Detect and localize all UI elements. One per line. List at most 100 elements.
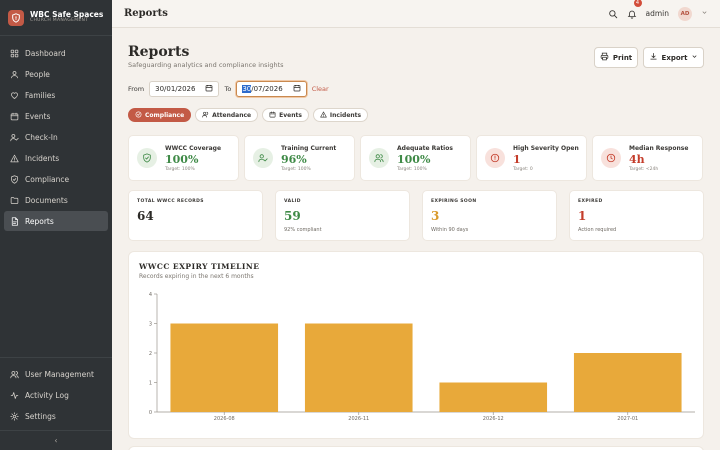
kpi-body: Adequate Ratios 100% Target: 100% [397, 145, 453, 172]
export-label: Export [661, 53, 688, 62]
user-name[interactable]: admin [645, 9, 670, 18]
stat-value: 1 [578, 209, 587, 223]
tab-events[interactable]: Events [262, 108, 309, 122]
shield-logo-icon [8, 9, 24, 26]
kpi-label: High Severity Open [513, 144, 579, 152]
kpi-card-adequate-ratios: Adequate Ratios 100% Target: 100% [360, 135, 471, 181]
from-date-input[interactable]: 30/01/2026 [149, 81, 220, 97]
kpi-target: Target: 100% [397, 166, 427, 172]
notifications-button[interactable]: 4 [627, 0, 642, 23]
export-button[interactable]: Export [643, 47, 704, 68]
stat-card-expired: Expired 1 Action required [569, 190, 704, 241]
sidebar-item-label: Check-In [25, 132, 58, 142]
sidebar-item-check-in[interactable]: Check-In [4, 127, 108, 147]
kpi-card-training-current: Training Current 96% Target: 100% [244, 135, 355, 181]
page-title: Reports [128, 44, 190, 60]
stat-card-valid: Valid 59 92% compliant [275, 190, 410, 241]
kpi-label: Median Response [629, 144, 689, 152]
sidebar-item-label: Settings [25, 411, 56, 421]
stat-value: 59 [284, 209, 301, 223]
activity-icon [10, 391, 19, 400]
stat-card-expiring-soon: Expiring Soon 3 Within 90 days [422, 190, 557, 241]
calendar-icon [10, 112, 19, 121]
bell-icon [627, 4, 637, 23]
kpi-value: 96% [281, 152, 307, 166]
sidebar-item-settings[interactable]: Settings [4, 406, 108, 426]
chevron-down-icon[interactable] [701, 9, 708, 18]
clock-icon [601, 148, 621, 168]
avatar[interactable]: AD [678, 6, 692, 21]
sidebar-item-reports[interactable]: Reports [4, 211, 108, 231]
event-icon [269, 111, 276, 120]
sidebar-item-label: User Management [25, 369, 94, 379]
stat-label: Total WWCC Records [137, 199, 204, 204]
stat-card-total-wwcc-records: Total WWCC Records 64 [128, 190, 263, 241]
sidebar-item-label: Reports [25, 216, 54, 226]
wwcc-stats-row: Total WWCC Records 64 Valid 59 92% compliant… [128, 190, 704, 241]
calendar-icon[interactable] [293, 84, 301, 94]
bar-2026-08 [170, 323, 279, 412]
kpi-label: WWCC Coverage [165, 144, 222, 152]
report-tabs: Compliance Attendance Events Incidents [128, 108, 369, 122]
sidebar-item-families[interactable]: Families [4, 85, 108, 105]
tab-compliance[interactable]: Compliance [128, 108, 192, 122]
shield-check-icon [137, 148, 157, 168]
kpi-value: 100% [397, 152, 431, 166]
kpi-target: Target: <24h [629, 166, 659, 172]
sidebar-item-label: Dashboard [25, 48, 66, 58]
kpi-target: Target: 100% [281, 166, 311, 172]
clear-dates-link[interactable]: Clear [311, 85, 329, 93]
from-date-value: 30/01/2026 [155, 85, 196, 93]
chart-title: WWCC EXPIRY TIMELINE [139, 262, 260, 271]
stat-note: Action required [578, 227, 617, 233]
sidebar-item-label: Families [25, 90, 56, 100]
sidebar-item-people[interactable]: People [4, 64, 108, 84]
check-user-icon [253, 148, 273, 168]
x-tick-label: 2026-12 [483, 416, 504, 422]
sidebar-item-user-management[interactable]: User Management [4, 364, 108, 384]
collapse-sidebar-button[interactable]: ‹ [0, 430, 112, 450]
kpi-card-high-severity-open: High Severity Open 1 Target: 0 [476, 135, 587, 181]
incident-icon [320, 111, 327, 120]
tab-label: Incidents [329, 111, 362, 119]
bar-2027-01 [573, 353, 682, 412]
from-label: From [128, 85, 145, 93]
sidebar-item-compliance[interactable]: Compliance [4, 169, 108, 189]
person-icon [10, 70, 19, 79]
tab-incidents[interactable]: Incidents [312, 108, 369, 122]
stat-label: Expiring Soon [431, 199, 477, 204]
sidebar-item-dashboard[interactable]: Dashboard [4, 43, 108, 63]
check-user-icon [10, 133, 19, 142]
to-date-input[interactable]: 30/07/2026 [236, 81, 307, 97]
tab-label: Attendance [212, 111, 252, 119]
grid-icon [10, 49, 19, 58]
kpi-value: 100% [165, 152, 199, 166]
to-label: To [224, 85, 232, 93]
brand[interactable]: WBC Safe Spaces CHURCH MANAGEMENT [0, 0, 112, 36]
sidebar-item-activity-log[interactable]: Activity Log [4, 385, 108, 405]
sidebar-item-incidents[interactable]: Incidents [4, 148, 108, 168]
y-tick-label: 1 [149, 381, 152, 387]
kpi-target: Target: 0 [513, 166, 533, 172]
bar-2026-12 [439, 382, 548, 412]
sidebar-item-events[interactable]: Events [4, 106, 108, 126]
users-icon [10, 370, 19, 379]
chevron-left-icon: ‹ [54, 436, 58, 445]
search-icon[interactable] [608, 4, 618, 23]
sidebar-item-documents[interactable]: Documents [4, 190, 108, 210]
topbar: Reports 4 admin AD [112, 0, 720, 28]
date-filter: From 30/01/2026 To 30/07/2026 Clear [128, 81, 329, 97]
chart-subtitle: Records expiring in the next 6 months [139, 273, 254, 280]
tab-label: Events [279, 111, 302, 119]
main-content: Reports Safeguarding analytics and compl… [112, 28, 720, 450]
sidebar-item-label: Activity Log [25, 390, 69, 400]
next-card [128, 446, 704, 450]
kpi-target: Target: 100% [165, 166, 195, 172]
calendar-icon[interactable] [205, 84, 213, 94]
x-tick-label: 2026-08 [214, 416, 235, 422]
kpi-label: Adequate Ratios [397, 144, 453, 152]
print-button[interactable]: Print [594, 47, 638, 68]
x-tick-label: 2026-11 [348, 416, 369, 422]
stat-label: Expired [578, 199, 603, 204]
tab-attendance[interactable]: Attendance [195, 108, 259, 122]
